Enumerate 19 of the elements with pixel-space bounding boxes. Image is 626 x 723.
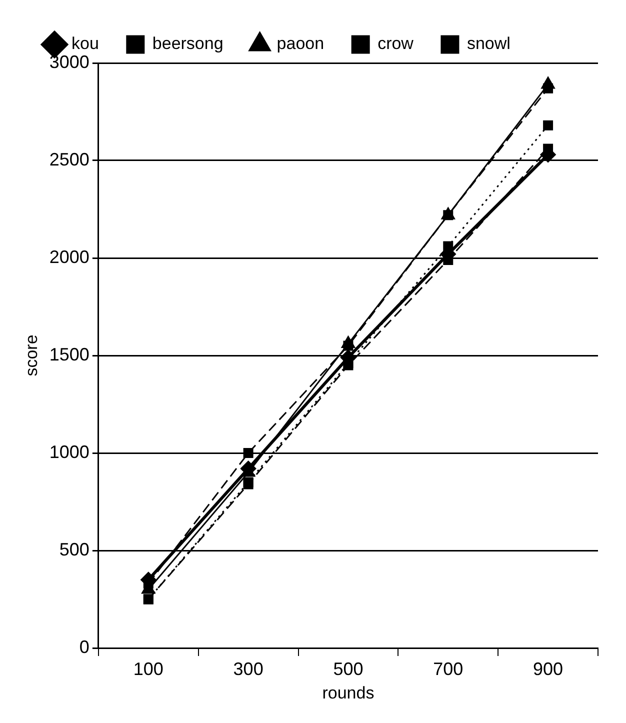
- y-tick-label: 0: [79, 636, 90, 657]
- y-tick-label: 1000: [49, 442, 90, 462]
- y-axis-title: score: [22, 334, 41, 376]
- y-tick-label: 2000: [49, 246, 90, 267]
- legend-label: beersong: [152, 34, 224, 54]
- y-tick-label: 2500: [49, 149, 90, 170]
- legend-label: paoon: [276, 34, 324, 54]
- legend-label: snowl: [466, 34, 510, 54]
- x-tick-label: 700: [433, 658, 464, 679]
- y-tick-label: 1500: [49, 344, 90, 364]
- x-axis-title: rounds: [322, 683, 374, 702]
- legend-label: crow: [378, 34, 414, 54]
- x-tick-label: 900: [533, 658, 564, 679]
- legend-label: kou: [72, 34, 99, 54]
- x-tick-label: 100: [133, 658, 164, 679]
- y-tick-label: 3000: [49, 52, 90, 72]
- y-tick-label: 500: [59, 539, 90, 560]
- x-tick-label: 300: [233, 658, 264, 679]
- x-tick-label: 500: [333, 658, 364, 679]
